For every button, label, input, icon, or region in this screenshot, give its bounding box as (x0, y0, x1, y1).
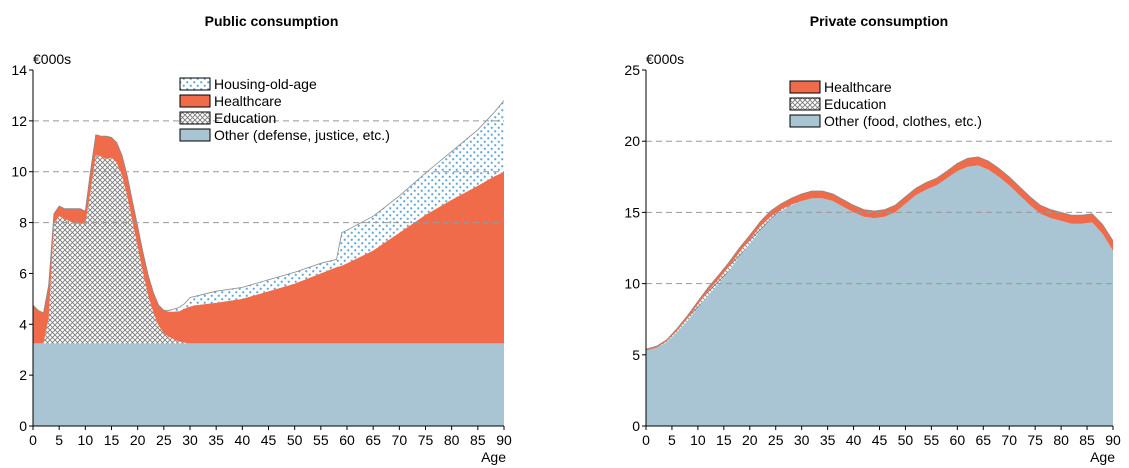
x-tick-label: 70 (392, 432, 408, 448)
x-tick-label: 75 (1027, 432, 1043, 448)
x-tick-label: 75 (418, 432, 434, 448)
x-tick-label: 15 (716, 432, 732, 448)
x-axis-label: Age (1090, 449, 1115, 465)
x-tick-label: 30 (794, 432, 810, 448)
stack-top-outline (32, 100, 505, 314)
legend: Housing-old-ageHealthcareEducationOther … (179, 76, 390, 143)
y-tick-label: 6 (19, 265, 27, 281)
area-other-food-clothes-etc (646, 165, 1113, 426)
y-tick-label: 5 (632, 347, 640, 363)
legend-swatch-other-defense-justice-etc (179, 128, 211, 142)
x-tick-label: 80 (444, 432, 460, 448)
legend-swatch-education (179, 111, 211, 125)
y-tick-label: 8 (19, 215, 27, 231)
x-axis-label: Age (481, 449, 506, 465)
x-tick-label: 55 (313, 432, 329, 448)
x-tick-label: 90 (496, 432, 512, 448)
x-tick-label: 80 (1053, 432, 1069, 448)
x-tick-label: 65 (365, 432, 381, 448)
x-tick-label: 35 (820, 432, 836, 448)
private-chart-title: Private consumption (809, 13, 949, 29)
legend-label-other-food-clothes-etc: Other (food, clothes, etc.) (824, 113, 982, 129)
x-tick-label: 85 (470, 432, 486, 448)
x-tick-label: 55 (924, 432, 940, 448)
legend-swatch-healthcare (179, 94, 211, 108)
unit-label: €000s (646, 51, 684, 67)
legend-label-other-defense-justice-etc: Other (defense, justice, etc.) (214, 127, 390, 143)
x-tick-label: 60 (339, 432, 355, 448)
x-tick-label: 40 (846, 432, 862, 448)
legend-label-healthcare: Healthcare (214, 93, 282, 109)
y-tick-label: 15 (624, 204, 640, 220)
area-healthcare (33, 134, 504, 344)
x-tick-label: 20 (130, 432, 146, 448)
y-tick-label: 12 (11, 113, 27, 129)
y-tick-label: 14 (11, 62, 27, 78)
x-tick-label: 60 (950, 432, 966, 448)
legend-label-education: Education (214, 110, 276, 126)
legend-swatch-housing-old-age (179, 77, 211, 91)
x-tick-label: 30 (182, 432, 198, 448)
x-tick-label: 5 (668, 432, 676, 448)
stack-top-outline (645, 156, 1114, 350)
x-tick-label: 5 (55, 432, 63, 448)
x-tick-label: 10 (690, 432, 706, 448)
y-tick-label: 0 (632, 418, 640, 434)
y-tick-label: 4 (19, 316, 27, 332)
x-tick-label: 40 (235, 432, 251, 448)
x-tick-label: 65 (975, 432, 991, 448)
x-tick-label: 20 (742, 432, 758, 448)
area-housing-old-age (33, 100, 504, 313)
legend-label-housing-old-age: Housing-old-age (214, 76, 317, 92)
x-tick-label: 15 (104, 432, 120, 448)
y-tick-label: 20 (624, 133, 640, 149)
y-tick-label: 10 (11, 164, 27, 180)
area-other-defense-justice-etc (33, 343, 504, 426)
x-tick-label: 35 (208, 432, 224, 448)
x-tick-label: 90 (1105, 432, 1121, 448)
legend-label-education: Education (824, 96, 886, 112)
x-tick-label: 45 (261, 432, 277, 448)
x-tick-label: 50 (898, 432, 914, 448)
y-tick-label: 0 (19, 418, 27, 434)
x-tick-label: 70 (1001, 432, 1017, 448)
x-tick-label: 25 (768, 432, 784, 448)
x-tick-label: 10 (78, 432, 94, 448)
unit-label: €000s (33, 51, 71, 67)
legend-swatch-education (789, 97, 821, 111)
x-tick-label: 25 (156, 432, 172, 448)
legend-swatch-other-food-clothes-etc (789, 114, 821, 128)
public-chart-title: Public consumption (204, 13, 339, 29)
y-tick-label: 25 (624, 62, 640, 78)
x-tick-label: 0 (29, 432, 37, 448)
y-tick-label: 10 (624, 276, 640, 292)
x-tick-label: 45 (872, 432, 888, 448)
x-tick-label: 0 (642, 432, 650, 448)
private-consumption-chart: 0 5 10 15 20 25 0 5 10 15 20 25 30 35 40 45 50 55 60 65 70 75… (624, 51, 1121, 465)
legend-label-healthcare: Healthcare (824, 79, 892, 95)
y-tick-label: 2 (19, 367, 27, 383)
area-education (33, 155, 504, 344)
legend-swatch-healthcare (789, 80, 821, 94)
x-tick-label: 85 (1079, 432, 1095, 448)
public-consumption-chart: 0 2 4 6 8 10 12 14 0 5 10 15 20 25 30 35 40 45 50 55 60 65 70 7… (11, 51, 512, 465)
x-tick-label: 50 (287, 432, 303, 448)
